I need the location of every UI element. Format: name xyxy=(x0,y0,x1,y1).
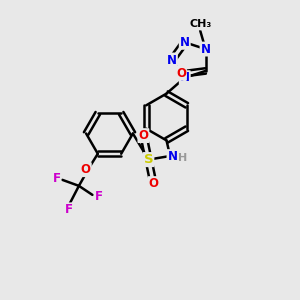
Text: F: F xyxy=(52,172,60,185)
Text: F: F xyxy=(65,203,73,216)
Text: F: F xyxy=(95,190,103,203)
Text: O: O xyxy=(138,129,148,142)
Text: H: H xyxy=(178,153,187,164)
Text: CH₃: CH₃ xyxy=(189,20,211,29)
Text: N: N xyxy=(200,43,211,56)
Text: N: N xyxy=(167,150,178,163)
Text: O: O xyxy=(176,67,186,80)
Text: N: N xyxy=(180,71,190,84)
Text: O: O xyxy=(148,177,159,190)
Text: O: O xyxy=(81,163,91,176)
Text: N: N xyxy=(167,53,177,67)
Text: S: S xyxy=(144,153,153,166)
Text: N: N xyxy=(180,36,190,49)
